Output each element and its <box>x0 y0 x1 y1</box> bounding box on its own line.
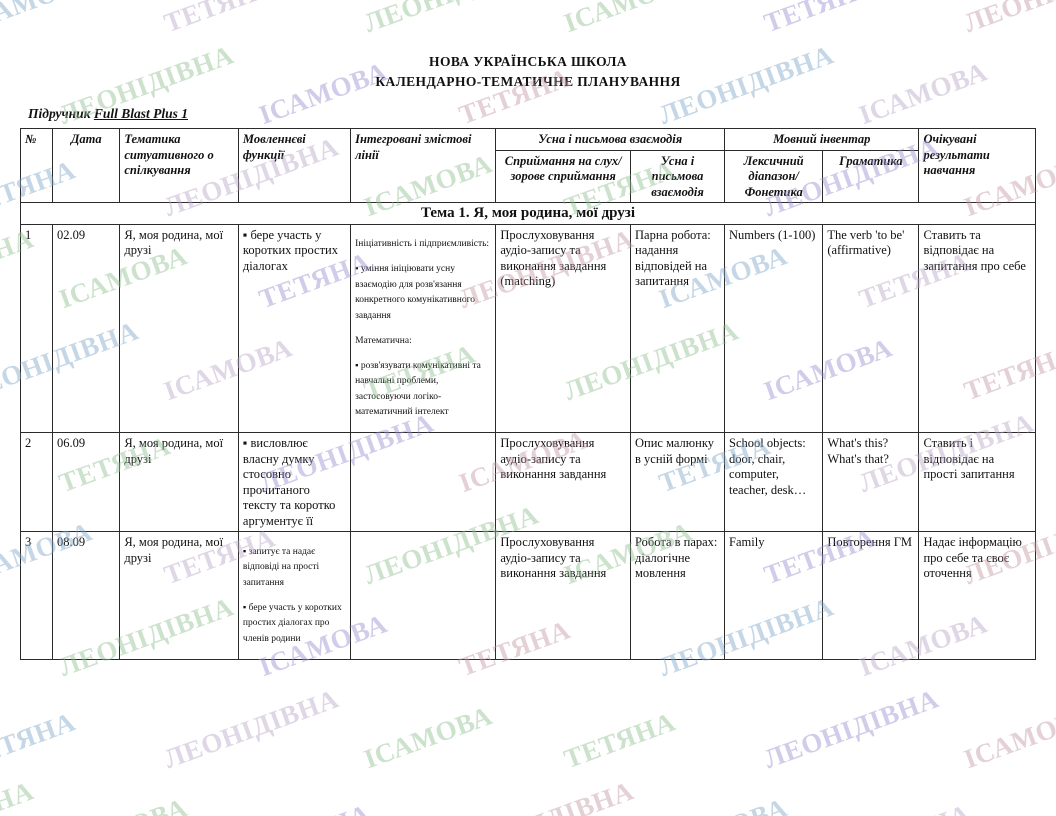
row-date: 06.09 <box>52 432 121 532</box>
table-row: 1 02.09 Я, моя родина, мої друзі ▪ бере … <box>19 223 1036 433</box>
row-integrated-lines: Ініціативність і підприємливість: ▪ умін… <box>350 223 497 433</box>
document-title-block: НОВА УКРАЇНСЬКА ШКОЛА КАЛЕНДАРНО-ТЕМАТИЧ… <box>0 0 1056 92</box>
speech-function-line: ▪ запитує та надає відповіді на прості з… <box>242 546 320 588</box>
integrated-line: Ініціативність і підприємливість: <box>355 239 490 249</box>
row-num: 3 <box>19 531 54 660</box>
header-speech-functions: Мовленнєві функції <box>237 128 352 203</box>
header-interaction: Усна і письмова взаємодія <box>495 128 726 151</box>
row-outcomes: Ставить та відповідає на запитання про с… <box>918 223 1036 433</box>
header-num: № <box>19 128 54 203</box>
row-topic: Я, моя родина, мої друзі <box>119 531 239 660</box>
header-topic: Тематика ситуативного о спілкування <box>119 128 239 203</box>
row-speaking: Робота в парах: діалогічне мовлення <box>629 531 726 660</box>
table-header-row-1: № Дата Тематика ситуативного о спілкуван… <box>19 128 1036 203</box>
row-lexis: Family <box>724 531 824 660</box>
header-lexis: Лексичний діапазон/ Фонетика <box>724 149 824 203</box>
row-listening: Прослуховування аудіо-запису та виконанн… <box>495 223 631 433</box>
textbook-line: Підручник Full Blast Plus 1 <box>28 106 1056 122</box>
theme-row: Тема 1. Я, моя родина, мої друзі <box>20 202 1036 225</box>
table-header-row-2: Сприймання на слух/ зорове сприймання Ус… <box>21 149 1036 203</box>
table-row: 2 06.09 Я, моя родина, мої друзі ▪ висло… <box>19 432 1036 532</box>
integrated-line: ▪ розв'язувати комунікативні та навчальн… <box>355 360 481 418</box>
row-date: 02.09 <box>52 223 121 433</box>
row-grammar: Повторення ГМ <box>822 531 920 660</box>
row-integrated-lines <box>350 432 497 532</box>
row-topic: Я, моя родина, мої друзі <box>119 432 239 532</box>
speech-function-line: ▪ бере участь у коротких простих діалога… <box>242 602 342 644</box>
row-speaking: Парна робота: надання відповідей на запи… <box>629 223 726 433</box>
row-lexis: Numbers (1-100) <box>724 223 824 433</box>
header-listening: Сприймання на слух/ зорове сприймання <box>495 149 631 203</box>
theme-title: Тема 1. Я, моя родина, мої друзі <box>20 202 1036 225</box>
calendar-thematic-planning-table: № Дата Тематика ситуативного о спілкуван… <box>19 128 1036 660</box>
row-grammar: The verb 'to be' (affirmative) <box>822 223 920 433</box>
textbook-label: Підручник <box>28 106 91 121</box>
header-integrated-lines: Інтегровані змістові лінії <box>350 128 497 203</box>
header-grammar: Граматика <box>822 149 920 203</box>
integrated-line: ▪ уміння ініціювати усну взаємодію для р… <box>355 264 476 321</box>
row-speaking: Опис малюнку в усній формі <box>629 432 726 532</box>
row-num: 1 <box>19 223 54 433</box>
header-language: Мовний інвентар <box>724 128 920 151</box>
row-listening: Прослуховування аудіо-запису та виконанн… <box>495 531 631 660</box>
title-line-2: КАЛЕНДАРНО-ТЕМАТИЧНЕ ПЛАНУВАННЯ <box>375 74 681 89</box>
row-speech-functions: ▪ запитує та надає відповіді на прості з… <box>237 531 352 660</box>
header-speaking: Усна і письмова взаємодія <box>629 149 726 203</box>
row-integrated-lines <box>350 531 497 660</box>
header-outcomes: Очікувані результати навчання <box>918 128 1036 203</box>
row-topic: Я, моя родина, мої друзі <box>119 223 239 433</box>
title-line-1: НОВА УКРАЇНСЬКА ШКОЛА <box>429 54 627 69</box>
textbook-name: Full Blast Plus 1 <box>93 106 188 121</box>
row-outcomes: Надає інформацію про себе та своє оточен… <box>918 531 1036 660</box>
row-outcomes: Ставить і відповідає на прості запитання <box>918 432 1036 532</box>
row-lexis: School objects: door, chair, computer, t… <box>724 432 824 532</box>
row-listening: Прослуховування аудіо-запису та виконанн… <box>495 432 631 532</box>
integrated-line: Математична: <box>355 335 412 346</box>
row-date: 08.09 <box>52 531 121 660</box>
row-grammar: What's this? What's that? <box>822 432 920 532</box>
row-speech-functions: ▪ висловлює власну думку стосовно прочит… <box>237 432 352 532</box>
row-num: 2 <box>19 432 54 532</box>
header-date: Дата <box>52 128 121 203</box>
table-row: 3 08.09 Я, моя родина, мої друзі ▪ запит… <box>19 531 1036 660</box>
row-speech-functions: ▪ бере участь у коротких простих діалога… <box>237 223 352 433</box>
